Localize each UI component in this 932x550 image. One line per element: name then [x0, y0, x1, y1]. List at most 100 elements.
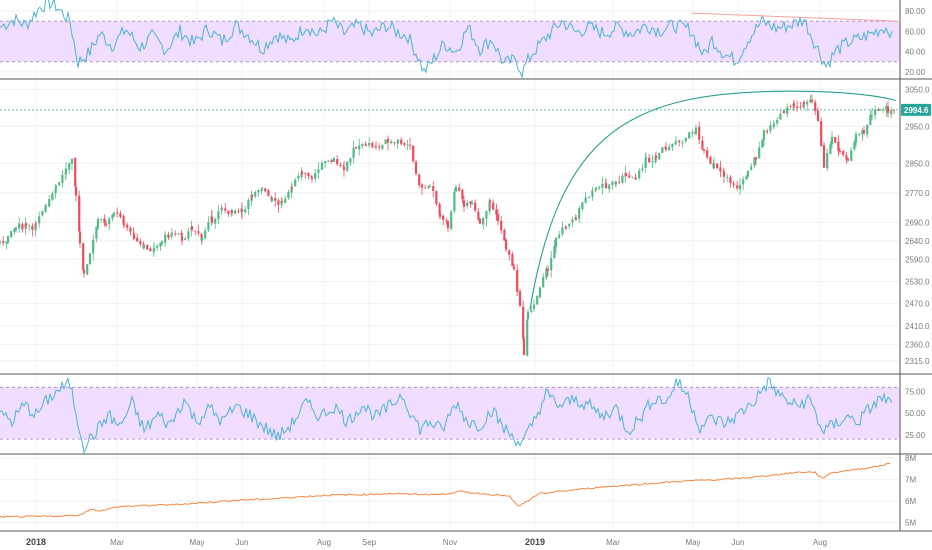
time-axis-label: 2019: [525, 537, 545, 547]
candle-down: [310, 177, 314, 180]
candle-down: [149, 248, 152, 251]
candle-down: [574, 218, 578, 220]
candle-down: [719, 167, 722, 172]
candle-down: [802, 101, 806, 105]
candle-down: [126, 224, 129, 228]
candle-up: [396, 139, 400, 143]
candle-up: [204, 230, 207, 239]
candle-up: [611, 181, 614, 185]
candle-up: [746, 170, 750, 177]
time-axis-label: May: [189, 538, 204, 547]
candle-down: [180, 236, 184, 241]
candle-down: [224, 208, 227, 211]
time-axis-label: Jun: [236, 538, 249, 547]
candle-down: [354, 147, 358, 149]
candle-up: [38, 216, 41, 224]
candle-down: [709, 156, 712, 164]
candle-up: [738, 185, 742, 190]
candle-up: [890, 110, 893, 114]
candle-up: [100, 219, 103, 220]
candle-up: [885, 105, 888, 110]
candle-down: [754, 157, 758, 160]
candle-up: [187, 231, 190, 239]
time-axis-labels: 2018 Mar May Jun Aug Sep Nov 2019 Mar May Jun Aug: [26, 537, 827, 547]
time-axis-label: Sep: [362, 538, 377, 547]
candle-up: [866, 124, 869, 135]
price-tick-label: 2360.0: [905, 340, 930, 349]
candle-down: [136, 237, 139, 242]
candle-up: [18, 223, 21, 229]
candle-up: [287, 192, 290, 199]
candle-down: [280, 201, 284, 202]
candle-down: [810, 99, 814, 102]
candle-down: [274, 198, 277, 201]
candle-down: [474, 202, 477, 211]
candle-down: [371, 142, 374, 148]
rsi-bottom-line: [0, 376, 893, 455]
candle-up: [6, 235, 10, 243]
candle-down: [237, 211, 240, 212]
candle-up: [214, 218, 217, 224]
candle-down: [732, 183, 736, 185]
candle-down: [78, 195, 81, 232]
rsi-top-tick-label: 60.00: [905, 27, 926, 36]
candle-down: [508, 250, 511, 255]
candle-down: [420, 184, 424, 188]
candle-up: [526, 311, 530, 320]
candle-down: [792, 103, 796, 106]
candle-down: [782, 110, 786, 114]
candle-down: [393, 142, 396, 144]
candle-down: [104, 223, 108, 226]
candle-up: [184, 238, 187, 240]
candle-up: [294, 179, 297, 187]
candle-down: [546, 268, 550, 271]
candle-down: [736, 185, 739, 189]
candle-up: [406, 144, 409, 146]
price-tick-label: 2950.0: [905, 122, 930, 131]
candle-down: [122, 223, 126, 225]
candle-down: [250, 194, 254, 197]
obv-tick-label: 8M: [905, 454, 916, 463]
candle-down: [418, 174, 421, 186]
candle-up: [786, 107, 789, 114]
candle-up: [578, 208, 581, 219]
candle-up: [806, 101, 809, 105]
candle-up: [170, 232, 174, 235]
candle-down: [838, 150, 842, 152]
time-axis-label: Mar: [110, 538, 124, 547]
candle-up: [156, 246, 159, 248]
candle-down: [119, 213, 122, 217]
candle-up: [726, 176, 729, 178]
price-tick-label: 2850.0: [905, 159, 930, 168]
candle-up: [257, 190, 260, 193]
candle-down: [789, 106, 792, 108]
price-arc-drawing[interactable]: [529, 90, 897, 310]
obv-grid: [0, 457, 900, 524]
candle-down: [799, 106, 802, 108]
candle-down: [21, 224, 24, 230]
candle-up: [108, 218, 111, 225]
candle-up: [41, 210, 44, 216]
price-tick-label: 2410.0: [905, 322, 930, 331]
candle-up: [870, 115, 874, 117]
candle-up: [284, 198, 287, 203]
candle-up: [762, 130, 766, 140]
candle-up: [829, 143, 832, 154]
candle-up: [550, 258, 553, 271]
candle-down: [403, 143, 406, 145]
candle-up: [558, 234, 561, 238]
candle-up: [830, 136, 834, 145]
candle-up: [152, 248, 156, 252]
candle-up: [598, 187, 601, 189]
candle-down: [518, 291, 522, 307]
candle-down: [227, 210, 230, 215]
candle-up: [694, 127, 698, 134]
candle-up: [260, 187, 264, 190]
time-axis-label: Jun: [732, 538, 745, 547]
rsi-top-trendline[interactable]: [691, 12, 899, 22]
candle-up: [470, 202, 474, 205]
candle-down: [462, 200, 466, 207]
candle-up: [526, 319, 529, 356]
